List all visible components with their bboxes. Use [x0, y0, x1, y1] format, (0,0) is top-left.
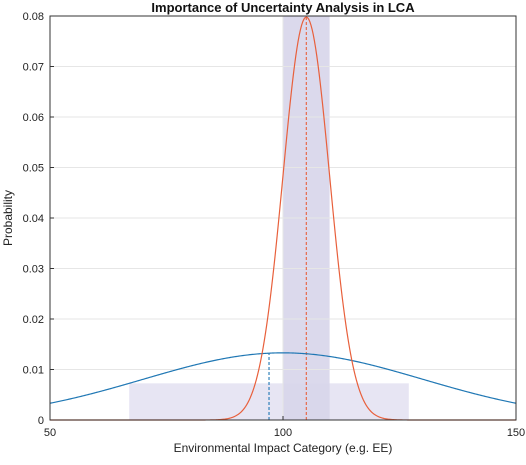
- y-tick-label-1: 0.01: [23, 365, 44, 377]
- series-line-1: [49, 352, 517, 404]
- tick-labels: 50 100 150 0 0.01 0.02 0.03 0.04 0.05 0.06 0.07 0.0…: [23, 11, 526, 439]
- x-tick-label-0: 50: [44, 427, 56, 439]
- x-tick-label-2: 150: [507, 427, 525, 439]
- plot-area: [49, 15, 517, 421]
- y-tick-label-2: 0.02: [23, 314, 44, 326]
- y-tick-label-4: 0.04: [23, 213, 44, 225]
- x-tick-label-1: 100: [274, 427, 292, 439]
- y-tick-label-6: 0.06: [23, 112, 44, 124]
- mean-markers: [268, 17, 307, 420]
- y-axis-label: Probability: [1, 190, 15, 246]
- y-tick-label-3: 0.03: [23, 264, 44, 276]
- x-axis-label: Environmental Impact Category (e.g. EE): [174, 441, 393, 455]
- y-tick-label-5: 0.05: [23, 163, 44, 175]
- chart-title: Importance of Uncertainty Analysis in LC…: [151, 0, 415, 15]
- axes: [49, 15, 517, 421]
- y-tick-label-8: 0.08: [23, 11, 44, 23]
- y-tick-label-0: 0: [38, 415, 44, 427]
- y-tick-label-7: 0.07: [23, 62, 44, 74]
